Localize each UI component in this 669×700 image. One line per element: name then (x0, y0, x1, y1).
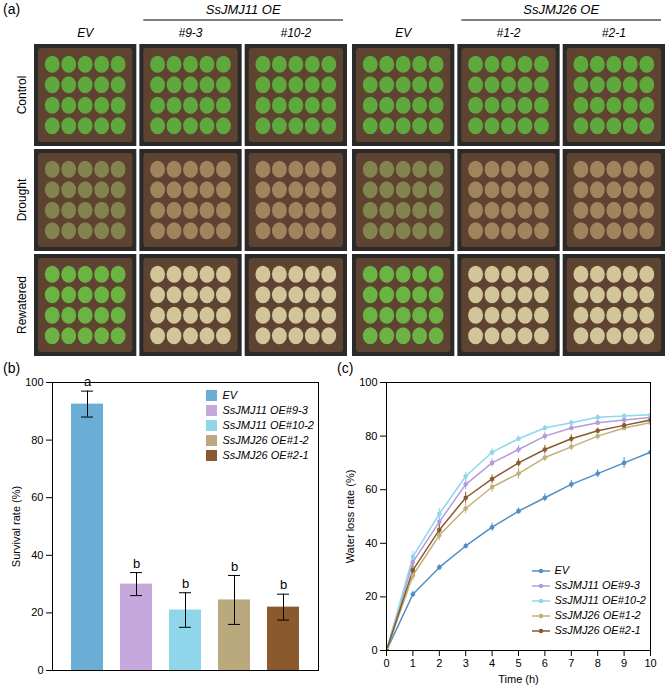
svg-text:Time (h): Time (h) (498, 673, 539, 685)
svg-text:0: 0 (383, 657, 389, 669)
svg-text:6: 6 (542, 657, 548, 669)
svg-text:8: 8 (595, 657, 601, 669)
html-text:SsJMJ26 OE#1-2: SsJMJ26 OE#1-2 (554, 609, 641, 621)
html-text:SsJMJ26 OE#2-1: SsJMJ26 OE#2-1 (222, 449, 309, 461)
svg-text:60: 60 (365, 483, 377, 495)
svg-text:2: 2 (436, 657, 442, 669)
svg-text:(a): (a) (3, 1, 20, 17)
svg-text:100: 100 (359, 376, 377, 388)
svg-text:0: 0 (371, 644, 377, 656)
svg-text:3: 3 (463, 657, 469, 669)
svg-text:7: 7 (568, 657, 574, 669)
svg-text:80: 80 (31, 434, 43, 446)
html-text:SsJMJ26 OE#1-2: SsJMJ26 OE#1-2 (222, 434, 309, 446)
html-text:(c): (c) (337, 360, 354, 376)
svg-text:0: 0 (37, 664, 43, 676)
svg-text:#1-2: #1-2 (496, 26, 520, 40)
svg-text:a: a (84, 374, 92, 389)
html-text:SsJMJ26 OE#2-1: SsJMJ26 OE#2-1 (554, 624, 641, 636)
svg-text:5: 5 (515, 657, 521, 669)
svg-text:Rewatered: Rewatered (15, 276, 29, 334)
svg-text:b: b (280, 577, 287, 592)
svg-text:b: b (231, 559, 238, 574)
svg-text:20: 20 (365, 590, 377, 602)
svg-text:Water loss rate (%): Water loss rate (%) (344, 470, 356, 564)
html-text:SsJMJ11 OE#10-2: SsJMJ11 OE#10-2 (222, 419, 314, 431)
svg-text:b: b (182, 576, 189, 591)
svg-text:#9-3: #9-3 (178, 26, 202, 40)
html-text:SsJMJ11 OE#10-2: SsJMJ11 OE#10-2 (554, 594, 646, 606)
html-text:SsJMJ11 OE#9-3: SsJMJ11 OE#9-3 (554, 579, 640, 591)
svg-text:100: 100 (25, 376, 43, 388)
svg-text:4: 4 (489, 657, 495, 669)
svg-text:Survival rate (%): Survival rate (%) (10, 486, 22, 567)
html-text:(b): (b) (3, 360, 21, 376)
svg-text:#10-2: #10-2 (280, 26, 311, 40)
svg-text:EV: EV (77, 26, 94, 40)
svg-text:9: 9 (621, 657, 627, 669)
svg-text:10: 10 (644, 657, 656, 669)
svg-text:Drought: Drought (15, 178, 29, 221)
html-text:EV: EV (554, 564, 570, 576)
svg-text:40: 40 (31, 549, 43, 561)
svg-text:SsJMJ26 OE: SsJMJ26 OE (523, 2, 599, 17)
svg-text:40: 40 (365, 537, 377, 549)
svg-text:80: 80 (365, 430, 377, 442)
svg-text:b: b (133, 556, 140, 571)
html-text:EV: EV (222, 389, 238, 401)
html-text:SsJMJ11 OE#9-3: SsJMJ11 OE#9-3 (222, 404, 308, 416)
svg-text:20: 20 (31, 606, 43, 618)
svg-text:SsJMJ11 OE: SsJMJ11 OE (206, 2, 281, 17)
svg-text:1: 1 (410, 657, 416, 669)
svg-text:EV: EV (395, 26, 412, 40)
svg-text:60: 60 (31, 491, 43, 503)
svg-text:#2-1: #2-1 (602, 26, 626, 40)
svg-text:Control: Control (15, 76, 29, 115)
